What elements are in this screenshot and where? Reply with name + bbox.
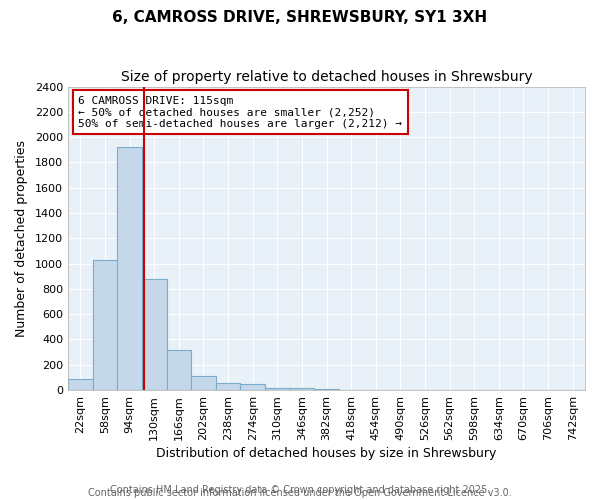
Bar [191, 376, 216, 390]
Title: Size of property relative to detached houses in Shrewsbury: Size of property relative to detached ho… [121, 70, 532, 84]
Text: 6 CAMROSS DRIVE: 115sqm
← 50% of detached houses are smaller (2,252)
50% of semi: 6 CAMROSS DRIVE: 115sqm ← 50% of detache… [79, 96, 403, 129]
Text: Contains HM Land Registry data © Crown copyright and database right 2025.: Contains HM Land Registry data © Crown c… [110, 485, 490, 495]
Bar [290, 388, 314, 390]
Bar [68, 378, 92, 390]
Bar [265, 388, 290, 390]
Bar [241, 384, 265, 390]
X-axis label: Distribution of detached houses by size in Shrewsbury: Distribution of detached houses by size … [157, 447, 497, 460]
Bar [216, 383, 241, 390]
Text: Contains public sector information licensed under the Open Government Licence v3: Contains public sector information licen… [88, 488, 512, 498]
Bar [142, 279, 167, 390]
Text: 6, CAMROSS DRIVE, SHREWSBURY, SY1 3XH: 6, CAMROSS DRIVE, SHREWSBURY, SY1 3XH [112, 10, 488, 25]
Bar [117, 148, 142, 390]
Bar [167, 350, 191, 390]
Bar [92, 260, 117, 390]
Y-axis label: Number of detached properties: Number of detached properties [15, 140, 28, 337]
Bar [314, 389, 339, 390]
